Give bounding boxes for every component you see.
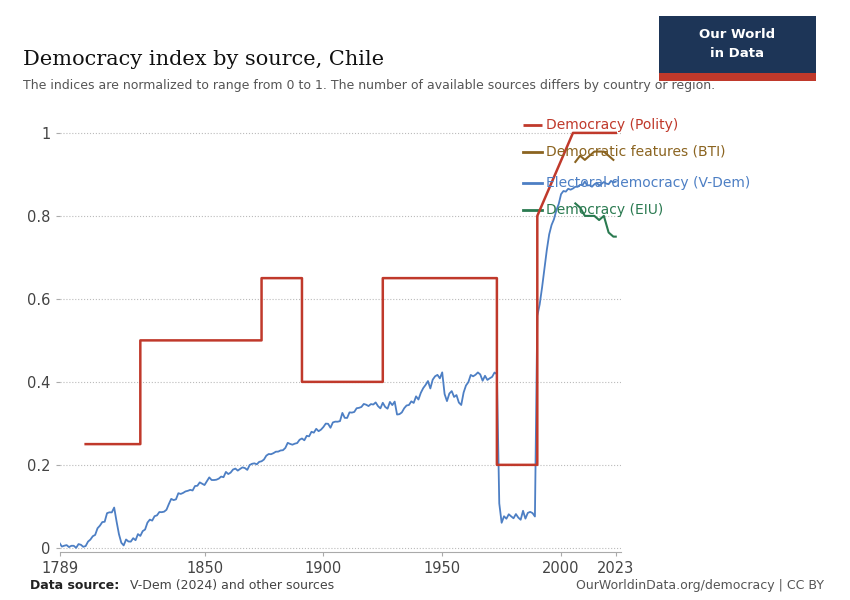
Text: Democracy index by source, Chile: Democracy index by source, Chile	[23, 50, 384, 69]
Text: Data source:: Data source:	[30, 579, 119, 592]
Text: OurWorldinData.org/democracy | CC BY: OurWorldinData.org/democracy | CC BY	[576, 579, 824, 592]
Text: V-Dem (2024) and other sources: V-Dem (2024) and other sources	[126, 579, 334, 592]
Text: Democracy (Polity): Democracy (Polity)	[546, 118, 677, 131]
Text: Our World: Our World	[700, 28, 775, 41]
Text: in Data: in Data	[711, 47, 764, 60]
Text: Democracy (EIU): Democracy (EIU)	[546, 203, 663, 217]
Text: The indices are normalized to range from 0 to 1. The number of available sources: The indices are normalized to range from…	[23, 79, 715, 92]
Text: Democratic features (BTI): Democratic features (BTI)	[546, 145, 725, 158]
Text: Electoral democracy (V-Dem): Electoral democracy (V-Dem)	[546, 176, 750, 190]
